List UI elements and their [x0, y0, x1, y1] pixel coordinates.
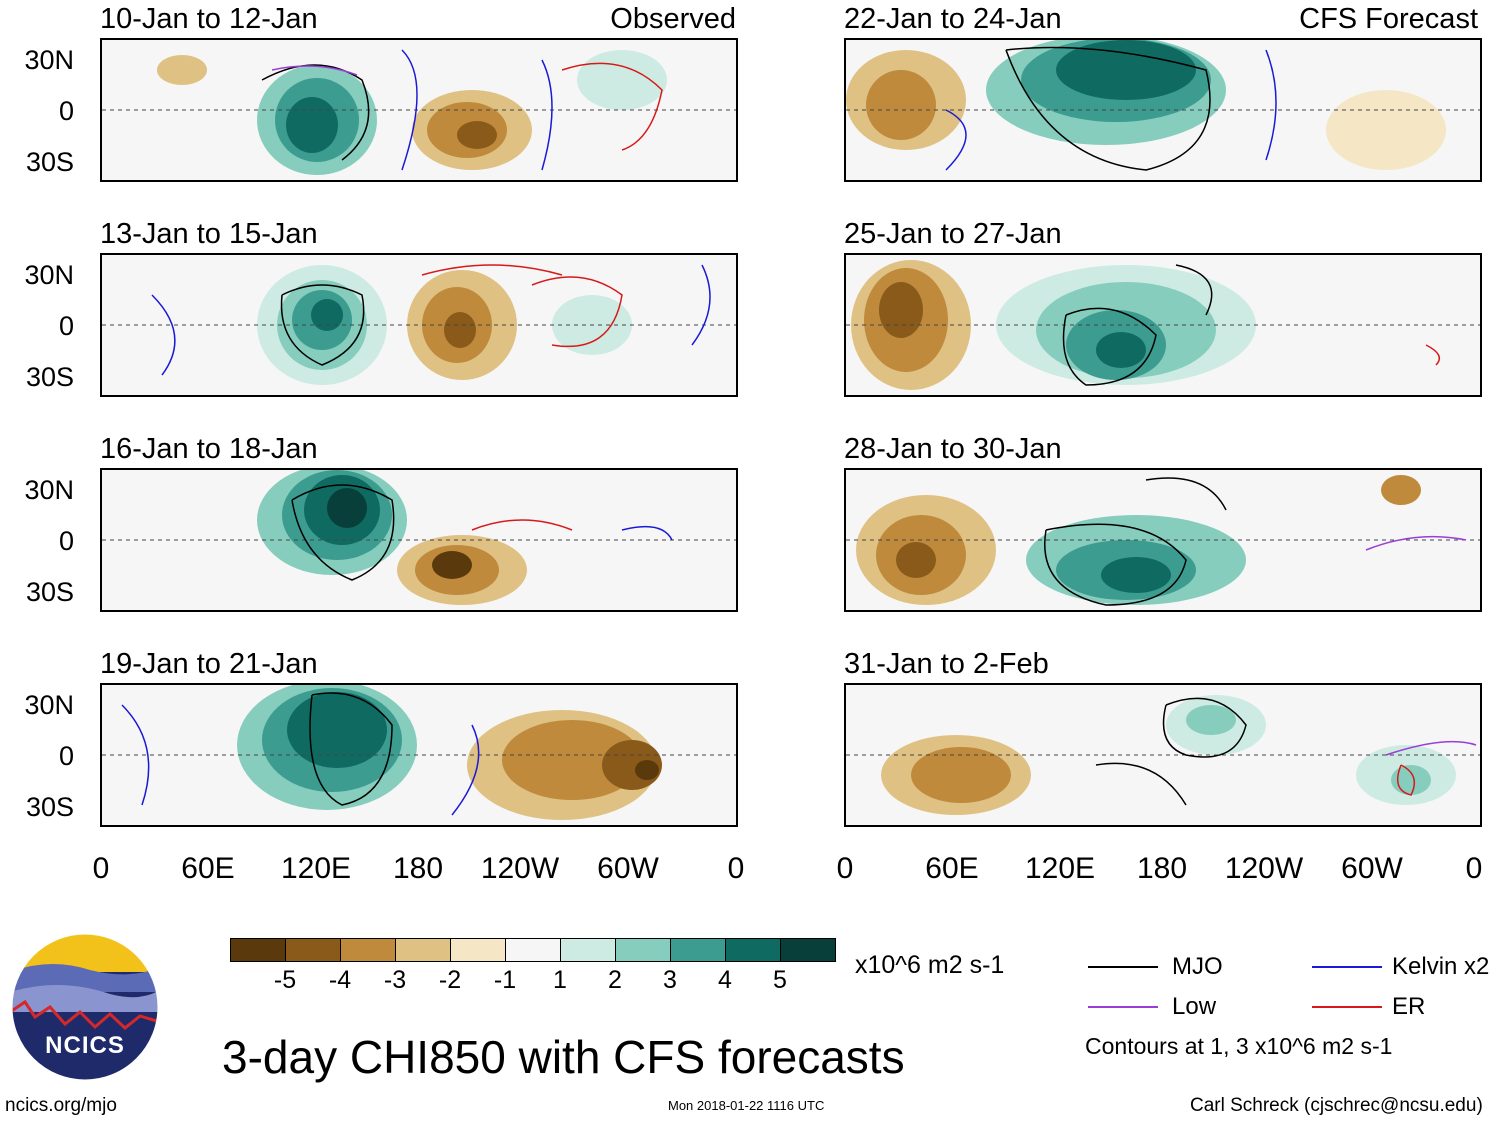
legend-er-line: [1312, 1006, 1382, 1008]
lat-label-30n: 30N: [24, 475, 74, 505]
colorbar-tick-label: 1: [553, 966, 567, 994]
map-panel-6: [844, 253, 1482, 397]
colorbar-swatch: [450, 938, 506, 962]
colorbar-swatch: [395, 938, 451, 962]
lon-label-60w: 60W: [1341, 852, 1403, 885]
colorbar-tick-label: 2: [608, 966, 622, 994]
lat-label-0: 0: [58, 96, 74, 126]
lat-label-30s: 30S: [25, 147, 74, 177]
ncics-logo: NCICS: [10, 932, 160, 1082]
lon-label-0: 0: [92, 852, 110, 885]
colorbar-tick-label: 3: [663, 966, 677, 994]
colorbar-tick-label: -5: [273, 966, 297, 994]
panel-title-7: 28-Jan to 30-Jan: [844, 433, 1062, 465]
contours-note: Contours at 1, 3 x10^6 m2 s-1: [1085, 1033, 1393, 1059]
map-panel-5: [844, 38, 1482, 182]
colorbar-swatch: [780, 938, 836, 962]
colorbar-swatch: [230, 938, 286, 962]
panel-title-4: 19-Jan to 21-Jan: [100, 648, 318, 680]
lon-label-180: 180: [392, 852, 444, 885]
main-title: 3-day CHI850 with CFS forecasts: [222, 1031, 905, 1083]
lat-label-0: 0: [58, 526, 74, 556]
colorbar-swatch: [725, 938, 781, 962]
forecast-label: CFS Forecast: [1299, 3, 1478, 35]
panel-title-3: 16-Jan to 18-Jan: [100, 433, 318, 465]
legend-kelvin-label: Kelvin x2: [1392, 953, 1490, 980]
legend-low-label: Low: [1172, 993, 1217, 1020]
lon-label-120e: 120E: [1024, 852, 1096, 885]
colorbar-swatch: [560, 938, 616, 962]
lon-label-60e: 60E: [925, 852, 979, 885]
colorbar-tick-label: 4: [718, 966, 732, 994]
panel-title-5: 22-Jan to 24-Jan: [844, 3, 1062, 35]
lon-label-60w: 60W: [597, 852, 659, 885]
legend-mjo-line: [1088, 966, 1158, 968]
lat-label-0: 0: [58, 741, 74, 771]
colorbar-swatch: [505, 938, 561, 962]
colorbar-tick-label: -1: [493, 966, 517, 994]
lon-label-0-end: 0: [1465, 852, 1483, 885]
map-panel-8: [844, 683, 1482, 827]
lat-label-30n: 30N: [24, 45, 74, 75]
colorbar-units: x10^6 m2 s-1: [855, 951, 1005, 979]
lon-label-180: 180: [1136, 852, 1188, 885]
legend-low-line: [1088, 1006, 1158, 1008]
legend-er-label: ER: [1392, 993, 1426, 1020]
map-panel-1: [100, 38, 738, 182]
map-panel-7: [844, 468, 1482, 612]
colorbar-swatch: [285, 938, 341, 962]
map-panel-4: [100, 683, 738, 827]
colorbar-swatch: [340, 938, 396, 962]
credit: Carl Schreck (cjschrec@ncsu.edu): [1190, 1095, 1483, 1116]
colorbar-tick-label: 5: [773, 966, 787, 994]
colorbar-tick-label: -3: [383, 966, 407, 994]
map-panel-2: [100, 253, 738, 397]
colorbar-swatch: [670, 938, 726, 962]
lon-label-120w: 120W: [1224, 852, 1304, 885]
map-panel-3: [100, 468, 738, 612]
legend-kelvin-line: [1312, 966, 1382, 968]
lon-label-0-end: 0: [727, 852, 745, 885]
lat-label-30n: 30N: [24, 260, 74, 290]
lon-label-0: 0: [836, 852, 854, 885]
panel-title-8: 31-Jan to 2-Feb: [844, 648, 1049, 680]
colorbar-tick-label: -4: [328, 966, 352, 994]
timestamp: Mon 2018-01-22 1116 UTC: [668, 1098, 825, 1113]
panel-title-2: 13-Jan to 15-Jan: [100, 218, 318, 250]
observed-label: Observed: [610, 3, 736, 35]
lon-label-60e: 60E: [181, 852, 235, 885]
panel-title-6: 25-Jan to 27-Jan: [844, 218, 1062, 250]
lat-label-30s: 30S: [25, 577, 74, 607]
lat-label-30s: 30S: [25, 792, 74, 822]
lat-label-0: 0: [58, 311, 74, 341]
colorbar-tick-label: -2: [438, 966, 462, 994]
lat-label-30s: 30S: [25, 362, 74, 392]
ncics-logo-text: NCICS: [45, 1032, 125, 1059]
website-link[interactable]: ncics.org/mjo: [5, 1095, 117, 1116]
legend-mjo-label: MJO: [1172, 953, 1223, 980]
lat-label-30n: 30N: [24, 690, 74, 720]
lon-label-120w: 120W: [480, 852, 560, 885]
colorbar-swatch: [615, 938, 671, 962]
lon-label-120e: 120E: [280, 852, 352, 885]
panel-title-1: 10-Jan to 12-Jan: [100, 3, 318, 35]
